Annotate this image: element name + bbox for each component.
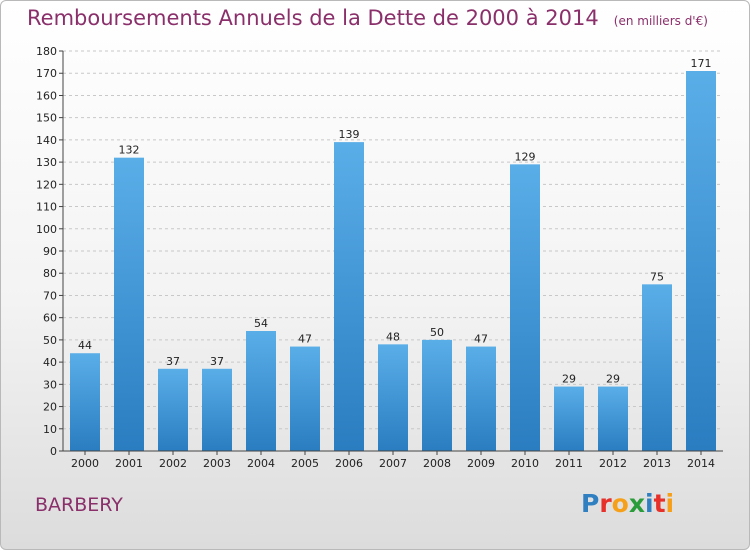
- data-label-2006: 139: [339, 128, 360, 141]
- bar-2006: [334, 142, 364, 451]
- x-tick-label-2007: 2007: [379, 457, 407, 470]
- data-label-2009: 47: [474, 333, 488, 346]
- bar-2012: [598, 386, 628, 451]
- data-label-2000: 44: [78, 339, 92, 352]
- chart-title-main: Remboursements Annuels de la Dette de 20…: [27, 6, 599, 30]
- y-tick-label: 110: [36, 201, 57, 214]
- x-tick-label-2001: 2001: [115, 457, 143, 470]
- x-tick-label-2003: 2003: [203, 457, 231, 470]
- data-label-2011: 29: [562, 373, 576, 386]
- bar-2004: [246, 331, 276, 451]
- proxiti-logo: Proxiti: [581, 489, 675, 518]
- data-label-2005: 47: [298, 333, 312, 346]
- y-tick-label: 160: [36, 89, 57, 102]
- bar-2014: [686, 71, 716, 451]
- bar-2000: [70, 353, 100, 451]
- y-tick-label: 100: [36, 223, 57, 236]
- data-label-2004: 54: [254, 317, 268, 330]
- data-label-2003: 37: [210, 355, 224, 368]
- chart-title: Remboursements Annuels de la Dette de 20…: [27, 6, 708, 30]
- x-tick-label-2013: 2013: [643, 457, 671, 470]
- bar-2001: [114, 157, 144, 451]
- bar-2007: [378, 344, 408, 451]
- y-tick-label: 180: [36, 45, 57, 58]
- commune-name: BARBERY: [35, 494, 123, 516]
- y-tick-label: 30: [43, 378, 57, 391]
- x-tick-label-2004: 2004: [247, 457, 275, 470]
- data-label-2002: 37: [166, 355, 180, 368]
- y-tick-label: 0: [50, 445, 57, 458]
- y-tick-label: 20: [43, 401, 57, 414]
- x-tick-label-2010: 2010: [511, 457, 539, 470]
- bars-layer: [70, 71, 716, 452]
- labels-layer: 44 132 37 37 54 47 139 48 50 47 129 29 29 75 171: [78, 57, 712, 386]
- y-tick-label: 130: [36, 156, 57, 169]
- bar-2009: [466, 346, 496, 451]
- x-tick-label-2012: 2012: [599, 457, 627, 470]
- y-tick-label: 120: [36, 178, 57, 191]
- data-label-2010: 129: [515, 150, 536, 163]
- bar-2005: [290, 346, 320, 451]
- chart-subtitle-units: (en milliers d'€): [613, 14, 708, 28]
- y-tick-label: 80: [43, 267, 57, 280]
- x-tick-label-2005: 2005: [291, 457, 319, 470]
- data-label-2012: 29: [606, 373, 620, 386]
- y-tick-label: 70: [43, 289, 57, 302]
- data-label-2008: 50: [430, 326, 444, 339]
- bar-2002: [158, 368, 188, 451]
- bar-2010: [510, 164, 540, 452]
- x-tick-label-2011: 2011: [555, 457, 583, 470]
- bar-2013: [642, 284, 672, 451]
- bar-2008: [422, 339, 452, 451]
- y-tick-label: 140: [36, 134, 57, 147]
- axis-layer: 0 10 20 30 40 50 60 70 80 90 100 110 120 130 140 150 160…: [36, 45, 723, 470]
- x-tick-label-2002: 2002: [159, 457, 187, 470]
- data-label-2001: 132: [119, 144, 140, 157]
- y-tick-label: 50: [43, 334, 57, 347]
- y-tick-label: 170: [36, 67, 57, 80]
- x-tick-label-2009: 2009: [467, 457, 495, 470]
- y-tick-label: 150: [36, 112, 57, 125]
- y-tick-label: 60: [43, 312, 57, 325]
- data-label-2013: 75: [650, 270, 664, 283]
- x-tick-label-2014: 2014: [687, 457, 715, 470]
- y-tick-label: 90: [43, 245, 57, 258]
- bar-2003: [202, 368, 232, 451]
- y-tick-label: 10: [43, 423, 57, 436]
- data-label-2007: 48: [386, 330, 400, 343]
- y-tick-label: 40: [43, 356, 57, 369]
- x-tick-label-2000: 2000: [71, 457, 99, 470]
- x-tick-label-2008: 2008: [423, 457, 451, 470]
- data-label-2014: 171: [691, 57, 712, 70]
- bar-2011: [554, 386, 584, 451]
- x-tick-label-2006: 2006: [335, 457, 363, 470]
